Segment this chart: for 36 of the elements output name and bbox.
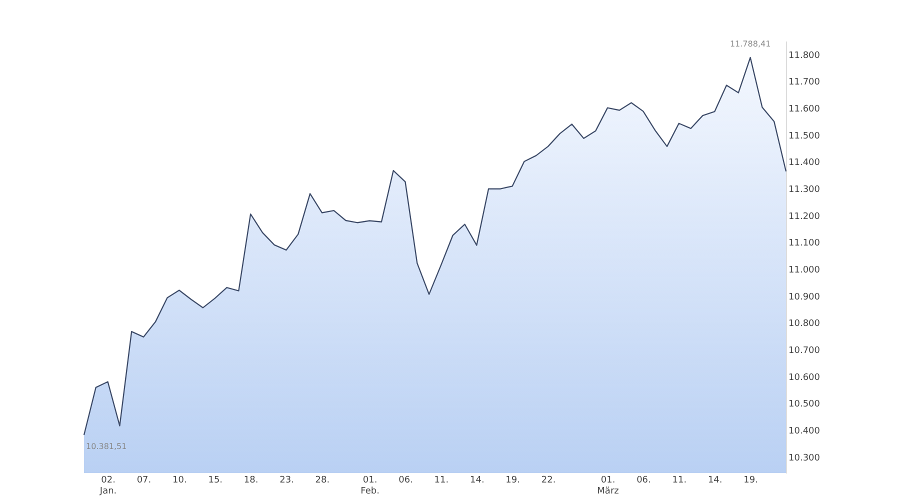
y-tick-label: 11.500 (788, 131, 820, 142)
y-tick-label: 11.000 (788, 266, 820, 276)
y-tick-label: 10.600 (788, 372, 820, 383)
y-tick-label: 10.700 (788, 346, 820, 356)
y-tick-label: 11.300 (788, 185, 820, 196)
x-tick-label: 28. (315, 476, 330, 486)
y-tick-label: 10.500 (788, 400, 820, 410)
y-tick-label: 10.300 (788, 453, 820, 464)
x-tick-label: 19. (506, 476, 520, 486)
x-tick-label: 11. (434, 476, 449, 486)
x-tick-label: 23. (280, 476, 294, 486)
x-tick-label: 22. (541, 476, 556, 486)
x-tick-label: 06. (398, 476, 413, 486)
x-tick-label: 06. (636, 476, 651, 486)
x-tick-label: 14. (708, 476, 722, 486)
y-tick-label: 11.200 (788, 212, 820, 222)
x-tick-label: 14. (470, 476, 484, 486)
y-tick-label: 10.800 (788, 319, 820, 330)
x-tick-label: 18. (244, 476, 258, 486)
y-tick-label: 11.400 (788, 158, 820, 168)
data-label: 10.381,51 (86, 442, 127, 452)
y-tick-label: 11.800 (788, 50, 820, 61)
x-tick-label: 19. (744, 476, 758, 486)
y-tick-label: 10.900 (788, 292, 820, 302)
x-tick-label: 01. Feb. (360, 476, 380, 496)
y-tick-label: 11.600 (788, 104, 820, 115)
data-label: 11.788,41 (730, 40, 771, 49)
y-tick-label: 10.400 (788, 426, 820, 437)
y-tick-label: 11.700 (788, 78, 820, 88)
x-tick-label: 07. (136, 476, 152, 486)
x-tick-label: 15. (208, 476, 223, 486)
x-tick-label: 01. März (597, 476, 620, 496)
y-tick-label: 11.100 (788, 238, 820, 249)
x-tick-label: 10. (172, 476, 187, 486)
x-tick-label: 02. Jan. (98, 476, 117, 496)
x-tick-label: 11. (672, 476, 687, 486)
